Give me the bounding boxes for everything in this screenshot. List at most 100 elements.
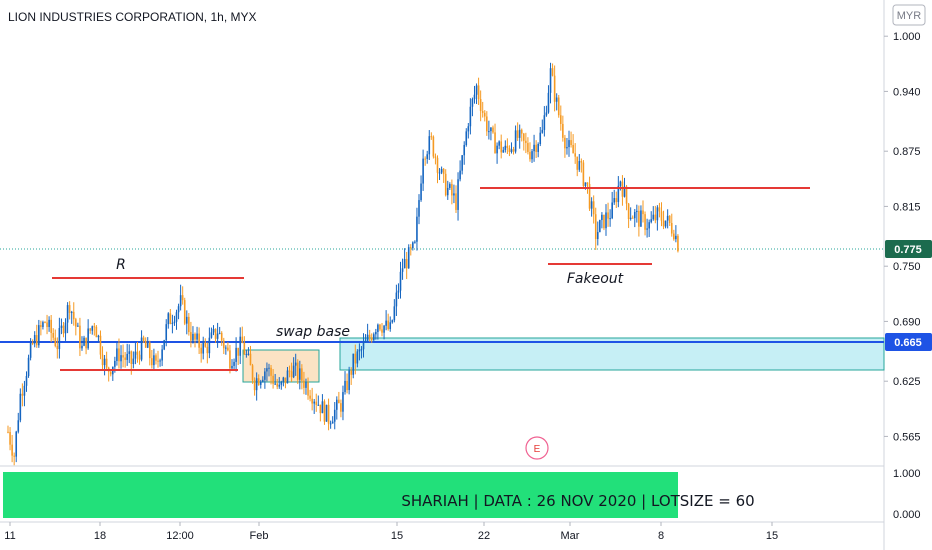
candle-body (120, 355, 122, 362)
candle-body (167, 313, 170, 325)
candle-body (206, 346, 209, 354)
candle-body (95, 326, 98, 338)
candle-body (475, 85, 478, 95)
candle-body (350, 370, 352, 375)
candle-body (340, 403, 342, 412)
annotation-swap-base: swap base (276, 324, 350, 340)
candle-body (183, 300, 186, 324)
candle-body (471, 99, 474, 107)
candle-body (97, 335, 100, 338)
candle-body (239, 336, 242, 356)
time-tick-label: 22 (478, 530, 490, 542)
candle-body (173, 321, 176, 323)
candle-body (204, 342, 207, 347)
time-tick-label: 18 (94, 530, 106, 542)
candle-body (66, 305, 69, 323)
candle-body (50, 319, 52, 333)
candle-body (344, 380, 346, 393)
candle-body (290, 371, 293, 378)
candle-body (451, 184, 453, 196)
candle-body (368, 334, 371, 338)
candle-body (541, 129, 544, 133)
candle-body (440, 168, 443, 173)
candle-body (140, 337, 143, 360)
price-tick-label: 1.000 (893, 31, 921, 43)
candle-body (40, 325, 42, 327)
candle-body (128, 351, 131, 354)
candle-body (397, 290, 400, 293)
candle-body (270, 367, 272, 376)
candle-body (586, 182, 589, 185)
candle-body (379, 324, 381, 330)
candle-body (159, 360, 161, 362)
candle-body (231, 365, 233, 369)
candle-body (498, 141, 500, 146)
candle-body (582, 162, 585, 186)
candle-body (210, 332, 213, 338)
lower-pane-tick-high: 1.000 (893, 468, 921, 480)
candle-body (165, 324, 168, 341)
time-axis[interactable]: 11 18 12:00 Feb 15 22 Mar 8 15 (4, 522, 778, 542)
candle-body (627, 203, 630, 219)
candle-body (442, 168, 445, 174)
candle-body (288, 370, 291, 372)
demand-zone[interactable] (339, 337, 885, 371)
candle-body (72, 311, 75, 320)
candle-body (87, 328, 89, 349)
candle-body (375, 331, 377, 335)
candle-body (381, 329, 383, 333)
candle-body (525, 140, 527, 143)
candle-body (601, 214, 603, 221)
candle-body (412, 242, 414, 249)
candle-body (171, 322, 174, 324)
candle-body (222, 340, 225, 349)
currency-badge[interactable] (892, 4, 926, 26)
swap-base-zone[interactable] (242, 349, 320, 383)
candle-body (486, 116, 488, 132)
candle-body (370, 337, 373, 341)
candle-body (584, 182, 587, 186)
candle-body (93, 326, 96, 328)
candle-body (105, 358, 108, 368)
candle-body (654, 214, 657, 221)
price-axis[interactable]: 0.565 0.625 0.690 0.750 0.815 0.875 0.940 1.000… (884, 0, 921, 443)
candle-body (346, 380, 348, 391)
candle-body (23, 385, 26, 396)
candle-body (449, 184, 451, 188)
candle-body (611, 202, 613, 219)
candle-body (557, 97, 560, 116)
candle-body (301, 368, 303, 381)
candle-body (336, 399, 338, 410)
candle-body (259, 381, 262, 385)
candle-body (401, 268, 404, 272)
shariah-banner (3, 472, 678, 518)
candle-body (146, 342, 149, 348)
candle-body (459, 170, 461, 180)
candle-body (185, 316, 188, 324)
candle-body (148, 342, 151, 359)
candle-body (629, 217, 632, 219)
candle-body (155, 355, 157, 361)
candle-body (70, 311, 73, 313)
candle-body (280, 381, 283, 385)
candle-body (455, 193, 457, 210)
candle-body (144, 340, 147, 348)
candle-body (504, 145, 507, 150)
candle-body (282, 377, 285, 382)
candle-body (319, 404, 322, 414)
candle-body (296, 362, 299, 380)
shariah-banner-text: SHARIAH | DATA : 26 NOV 2020 | LOTSIZE =… (401, 492, 754, 510)
candle-body (436, 157, 439, 173)
candle-body (599, 220, 601, 233)
candle-body (658, 207, 661, 212)
candle-body (190, 332, 192, 341)
candle-body (366, 334, 369, 341)
event-marker-icon[interactable] (525, 436, 549, 460)
candle-body (549, 68, 552, 93)
candle-body (420, 183, 422, 201)
candle-body (208, 337, 211, 354)
candle-body (325, 404, 328, 422)
candle-body (136, 351, 139, 355)
lower-pane-tick-low: 0.000 (893, 509, 921, 521)
